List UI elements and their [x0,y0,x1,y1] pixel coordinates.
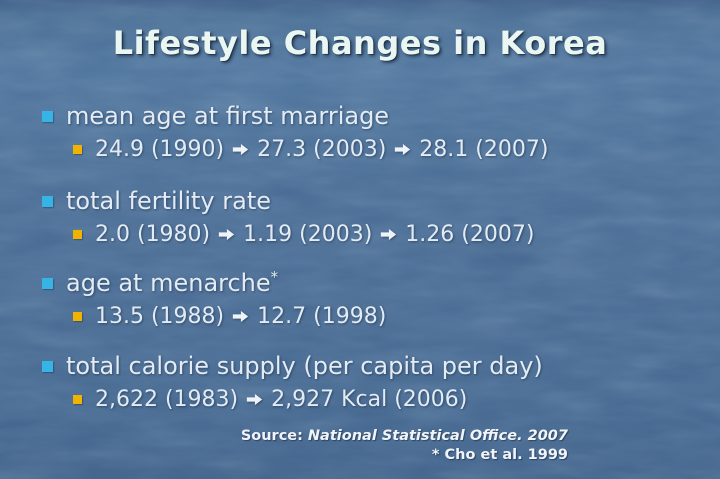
sub-bullet-line: 13.5 (1988) 12.7 (1998) [73,300,704,333]
source-prefix: Source: [240,428,303,444]
stat-values: 24.9 (1990) 27.3 (2003) 28.1 (2007) [95,133,548,166]
right-arrow-icon [246,393,263,406]
square-sub-bullet-icon [73,312,82,321]
stat-value: 1.26 (2007) [405,222,535,247]
right-arrow-icon [381,228,397,241]
bullet-line: mean age at first marriage [42,99,704,133]
source-footnote: * Cho et al. 1999 [431,447,568,463]
right-arrow-icon [395,143,411,156]
slide-title: Lifestyle Changes in Korea [112,24,608,62]
stat-label: age at menarche* [66,268,279,297]
stat-group-calories: total calorie supply (per capita per day… [42,349,704,416]
stat-value: 13.5 (1988) [95,304,225,329]
stat-group-fertility: total fertility rate 2.0 (1980) 1.19 (200… [42,184,704,251]
footnote-marker: * [270,268,279,286]
square-sub-bullet-icon [73,230,82,239]
square-sub-bullet-icon [73,145,82,154]
square-sub-bullet-icon [73,395,82,404]
right-arrow-icon [218,228,235,241]
square-bullet-icon [42,360,53,372]
stat-value: 12.7 (1998) [257,304,387,329]
stat-values: 13.5 (1988) 12.7 (1998) [95,300,386,333]
square-bullet-icon [42,195,53,207]
source-line: Source: National Statistical Office. 2007 [241,427,568,446]
stat-value: 2,927 Kcal (2006) [271,387,468,412]
stat-label: total fertility rate [66,187,271,215]
bullet-line: age at menarche* [42,266,704,300]
right-arrow-icon [232,310,249,323]
stat-label: total calorie supply (per capita per day… [66,352,543,380]
stat-group-marriage: mean age at first marriage 24.9 (1990) 27… [42,99,704,166]
bullet-line: total fertility rate [42,184,704,218]
stat-value: 24.9 (1990) [95,137,225,162]
stat-value: 1.19 (2003) [243,222,373,247]
sub-bullet-line: 24.9 (1990) 27.3 (2003) 28.1 (2007) [73,133,704,166]
stat-value: 28.1 (2007) [419,137,549,162]
stat-group-menarche: age at menarche* 13.5 (1988) 12.7 (1998) [42,266,704,333]
sub-bullet-line: 2,622 (1983) 2,927 Kcal (2006) [73,383,704,416]
sub-bullet-line: 2.0 (1980) 1.19 (2003) 1.26 (2007) [73,218,704,251]
stat-value: 27.3 (2003) [257,137,387,162]
square-bullet-icon [42,110,53,122]
right-arrow-icon [232,143,249,156]
square-bullet-icon [42,277,53,289]
stat-values: 2,622 (1983) 2,927 Kcal (2006) [95,383,467,416]
stat-label: mean age at first marriage [66,102,390,130]
stat-value: 2,622 (1983) [95,387,239,412]
stat-value: 2.0 (1980) [95,222,211,247]
stat-values: 2.0 (1980) 1.19 (2003) 1.26 (2007) [95,218,534,251]
bullet-line: total calorie supply (per capita per day… [42,349,704,383]
source-block: Source: National Statistical Office. 2007… [241,427,568,465]
source-name: National Statistical Office. 2007 [307,428,568,444]
